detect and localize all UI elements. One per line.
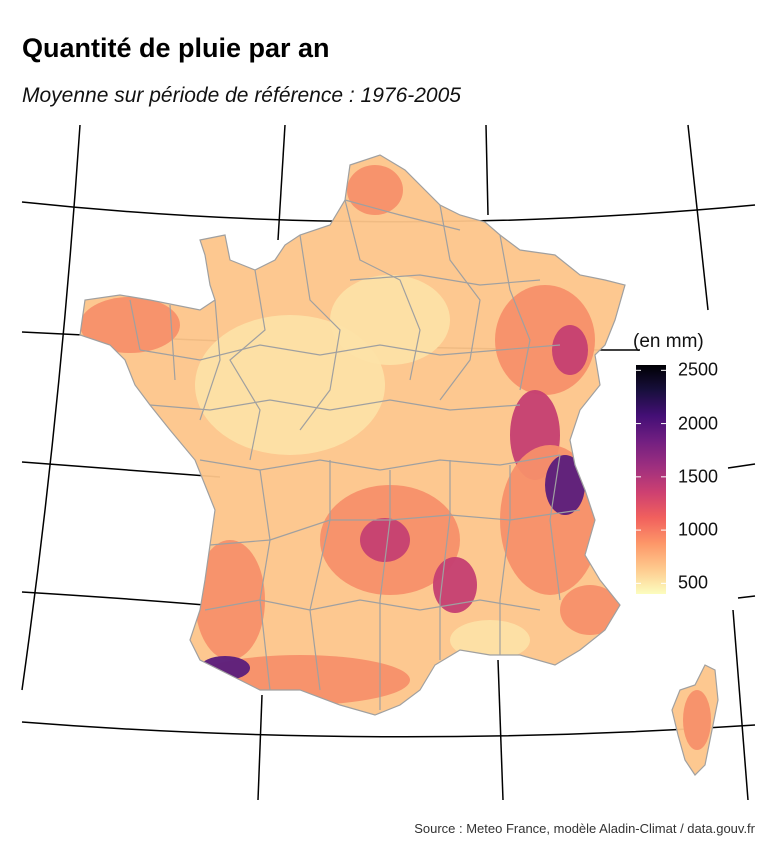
zone-massif-central-wettest — [360, 518, 410, 562]
legend-tick-label-1500: 1500 — [678, 466, 719, 487]
legend-tick-label-2000: 2000 — [678, 413, 719, 434]
border-1 — [129, 299, 221, 421]
border-13 — [139, 344, 561, 361]
graticule-lon-1 — [21, 124, 81, 691]
coastline-mainland — [79, 154, 626, 716]
graticule-lat-5 — [21, 721, 756, 738]
zone-pyrenees-wettest — [200, 656, 250, 680]
border-6 — [499, 234, 531, 391]
border-10 — [259, 460, 331, 691]
corsica — [672, 665, 718, 775]
graticule-lon-4b — [732, 609, 749, 801]
border-11 — [379, 460, 451, 710]
border-15 — [344, 199, 541, 286]
legend-tick-label-1000: 1000 — [678, 519, 719, 540]
coastline-corsica — [671, 664, 719, 776]
zone-alps-wettest — [545, 455, 585, 515]
zone-paris-dry — [330, 275, 450, 365]
map-title: Quantité de pluie par an — [22, 33, 330, 63]
legend-colorbar — [636, 365, 666, 594]
map-subtitle: Moyenne sur période de référence : 1976-… — [22, 84, 461, 107]
zone-aquitaine-wet — [195, 540, 265, 660]
zone-north-wet — [347, 165, 403, 215]
department-borders — [79, 154, 719, 776]
graticule-lon-2b — [257, 694, 263, 801]
border-5 — [439, 204, 481, 401]
legend-tick-label-500: 500 — [678, 572, 709, 593]
corsica-mountains-wet — [683, 690, 711, 750]
graticule-lon-4 — [687, 124, 709, 311]
legend-tick-label-2500: 2500 — [678, 359, 719, 380]
legend-ticks — [636, 369, 666, 584]
graticule-lat-4 — [21, 591, 206, 606]
legend-title: (en mm) — [633, 331, 704, 352]
graticule-lat-3b — [727, 463, 756, 469]
graticule-lon-2 — [277, 124, 286, 241]
graticule-lon-3 — [485, 124, 489, 216]
graticule-lon-3b — [497, 659, 504, 801]
graticule-lat-3 — [21, 461, 221, 478]
zone-mediterranean-dry — [450, 620, 530, 660]
zone-provence-wet — [560, 585, 620, 635]
border-2 — [229, 269, 266, 461]
source-caption: Source : Meteo France, modèle Aladin-Cli… — [414, 821, 755, 836]
border-3 — [299, 234, 341, 431]
border-12 — [499, 454, 561, 655]
graticule-lat-4b — [737, 595, 756, 599]
border-14 — [149, 399, 521, 411]
border-4 — [344, 199, 421, 381]
zone-brittany-wet — [80, 297, 180, 353]
france-mainland — [80, 155, 625, 715]
zone-vosges-wettest — [552, 325, 588, 375]
